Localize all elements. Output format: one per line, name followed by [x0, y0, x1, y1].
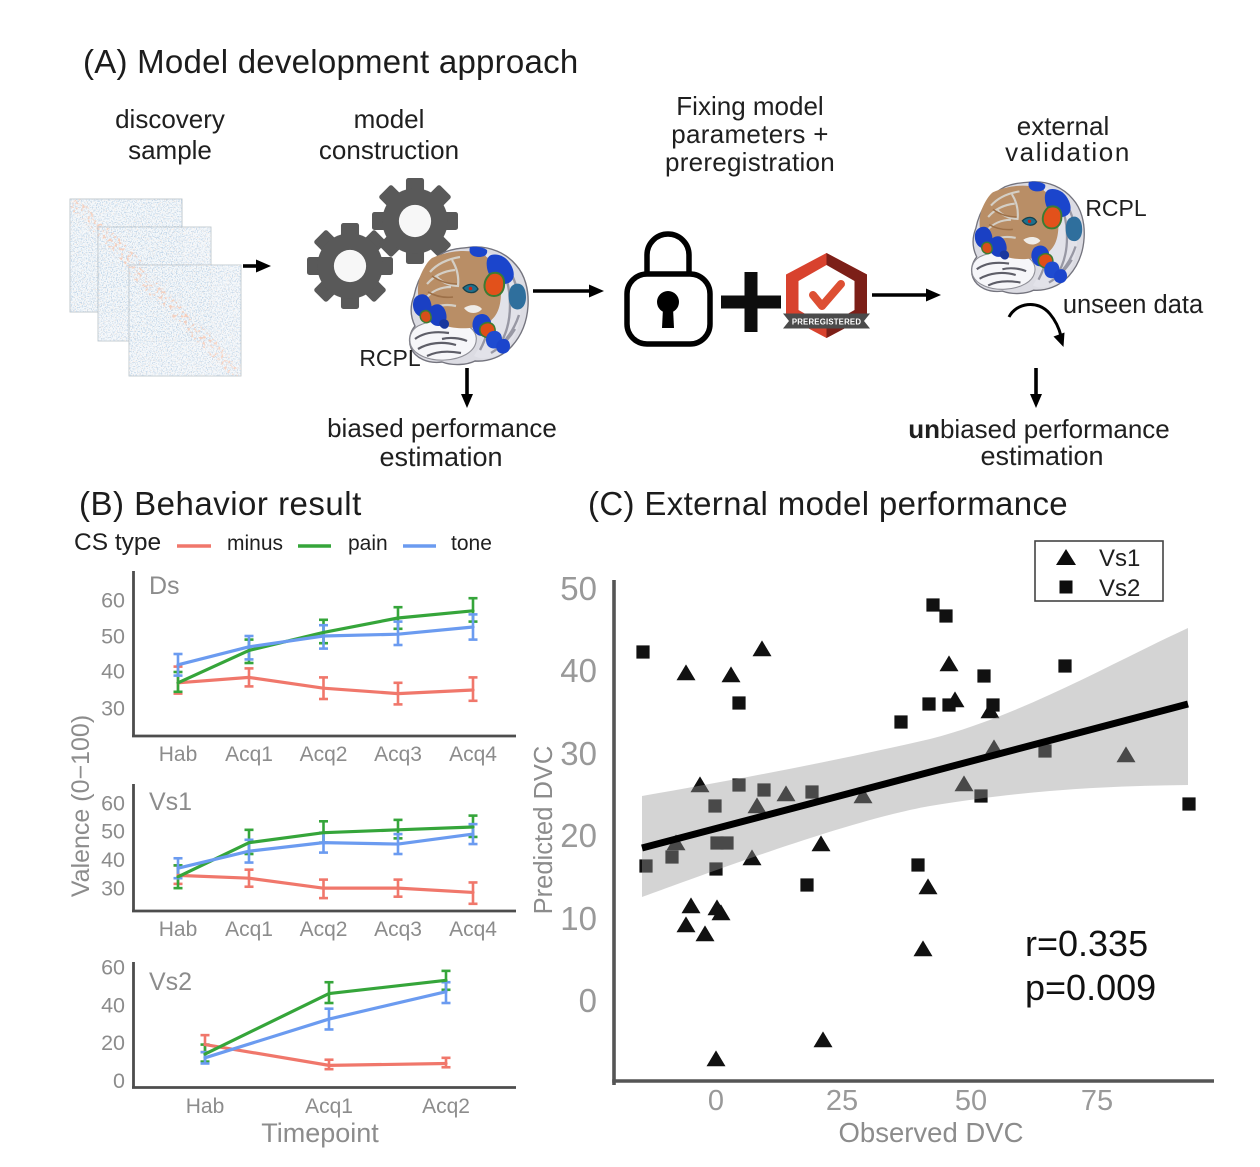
svg-text:Acq1: Acq1: [305, 1095, 353, 1118]
svg-text:0: 0: [708, 1085, 724, 1117]
svg-text:(B) Behavior result: (B) Behavior result: [79, 485, 362, 522]
svg-text:construction: construction: [319, 135, 459, 165]
svg-text:Vs2: Vs2: [1099, 575, 1140, 602]
svg-text:Vs1: Vs1: [149, 788, 192, 816]
svg-text:30: 30: [560, 735, 597, 772]
svg-text:20: 20: [101, 1031, 125, 1055]
svg-text:40: 40: [101, 993, 125, 1017]
svg-text:25: 25: [826, 1085, 858, 1117]
svg-text:Acq3: Acq3: [374, 918, 422, 941]
svg-text:RCPL: RCPL: [359, 345, 421, 371]
svg-text:minus: minus: [227, 532, 283, 555]
svg-text:Fixing model: Fixing model: [676, 91, 823, 121]
svg-text:Acq4: Acq4: [449, 743, 497, 766]
svg-text:r=0.335: r=0.335: [1025, 923, 1148, 964]
svg-text:Hab: Hab: [159, 743, 198, 766]
svg-text:75: 75: [1081, 1085, 1113, 1117]
svg-text:Acq3: Acq3: [374, 743, 422, 766]
svg-text:20: 20: [560, 817, 597, 854]
svg-text:parameters +: parameters +: [671, 119, 829, 149]
svg-text:tone: tone: [451, 532, 492, 555]
svg-text:biased performance: biased performance: [327, 413, 557, 443]
svg-text:50: 50: [101, 625, 125, 649]
svg-text:40: 40: [560, 652, 597, 689]
svg-text:Ds: Ds: [149, 572, 180, 600]
svg-text:Acq2: Acq2: [300, 918, 348, 941]
svg-text:Hab: Hab: [159, 918, 198, 941]
svg-text:Hab: Hab: [186, 1095, 225, 1118]
svg-text:pain: pain: [348, 532, 388, 555]
svg-text:PREREGISTERED: PREREGISTERED: [792, 318, 861, 327]
svg-text:Acq4: Acq4: [449, 918, 497, 941]
svg-text:50: 50: [101, 820, 125, 844]
svg-text:Observed DVC: Observed DVC: [839, 1117, 1024, 1148]
svg-text:60: 60: [101, 791, 125, 815]
svg-text:40: 40: [101, 848, 125, 872]
svg-text:Acq1: Acq1: [225, 918, 273, 941]
svg-text:0: 0: [113, 1069, 125, 1093]
svg-text:external: external: [1017, 111, 1110, 141]
svg-text:(A) Model development approach: (A) Model development approach: [83, 43, 578, 80]
svg-text:30: 30: [101, 877, 125, 901]
svg-text:Vs1: Vs1: [1099, 545, 1140, 572]
svg-text:model: model: [354, 104, 425, 134]
svg-text:60: 60: [101, 956, 125, 980]
svg-text:10: 10: [560, 900, 597, 937]
svg-text:discovery: discovery: [115, 104, 225, 134]
svg-text:50: 50: [560, 570, 597, 607]
svg-text:60: 60: [101, 589, 125, 613]
svg-text:Predicted DVC: Predicted DVC: [530, 746, 558, 915]
svg-text:40: 40: [101, 660, 125, 684]
svg-text:sample: sample: [128, 135, 212, 165]
svg-text:p=0.009: p=0.009: [1025, 967, 1156, 1008]
svg-text:unseen data: unseen data: [1063, 291, 1204, 319]
svg-text:0: 0: [579, 982, 597, 1019]
svg-text:Valence (0−100): Valence (0−100): [67, 715, 95, 897]
svg-text:Acq1: Acq1: [225, 743, 273, 766]
svg-text:RCPL: RCPL: [1085, 195, 1147, 221]
svg-text:Acq2: Acq2: [422, 1095, 470, 1118]
svg-text:30: 30: [101, 697, 125, 721]
svg-text:CS type: CS type: [74, 529, 161, 556]
svg-text:preregistration: preregistration: [665, 147, 835, 177]
svg-text:50: 50: [955, 1085, 987, 1117]
svg-text:Timepoint: Timepoint: [261, 1118, 379, 1148]
svg-text:estimation: estimation: [980, 441, 1103, 471]
svg-text:Vs2: Vs2: [149, 968, 192, 996]
svg-text:validation: validation: [1005, 137, 1131, 167]
svg-text:Acq2: Acq2: [300, 743, 348, 766]
svg-text:(C) External model performance: (C) External model performance: [588, 485, 1068, 522]
svg-text:estimation: estimation: [379, 442, 502, 472]
svg-text:unbiased performance: unbiased performance: [908, 414, 1170, 444]
